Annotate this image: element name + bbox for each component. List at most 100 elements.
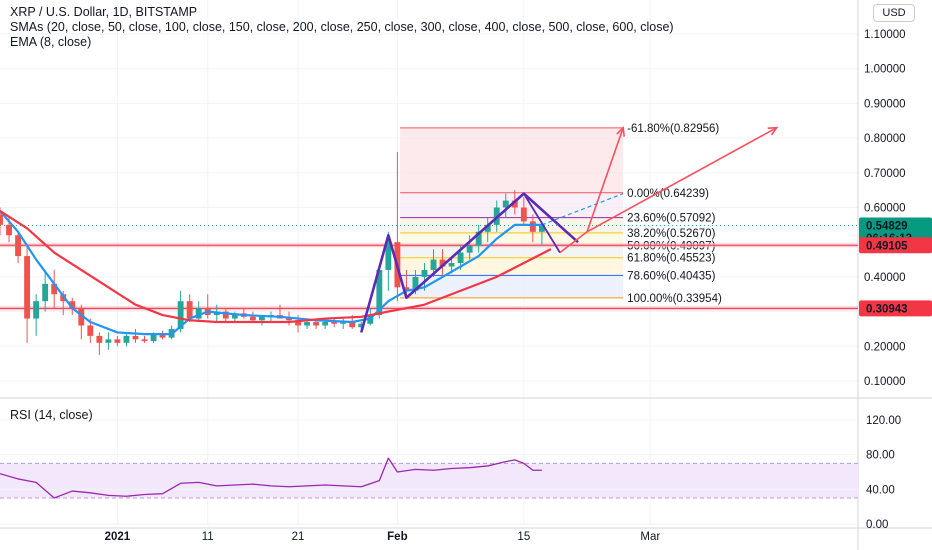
rsi-axis-tick: 40.00 bbox=[866, 484, 895, 496]
fib-level-label: 61.80%(0.45523) bbox=[627, 253, 715, 265]
price-axis-tag bbox=[859, 217, 932, 234]
time-axis-tick: 2021 bbox=[105, 531, 131, 543]
candle-body bbox=[475, 231, 482, 246]
candle-body bbox=[249, 316, 256, 321]
candle-body bbox=[87, 325, 94, 336]
time-axis-tick: Feb bbox=[387, 531, 407, 543]
time-axis-tick: Mar bbox=[640, 531, 660, 543]
projection-arrow-line bbox=[586, 126, 778, 233]
fib-zone bbox=[400, 275, 624, 298]
price-axis-tick: 0.20000 bbox=[864, 341, 906, 353]
candle-body bbox=[132, 335, 139, 340]
price-axis-tick: 1.00000 bbox=[864, 64, 906, 76]
candle-body bbox=[511, 200, 518, 208]
projection-pattern-line bbox=[523, 193, 561, 254]
candle-body bbox=[33, 301, 40, 319]
candle-body bbox=[385, 242, 392, 270]
candle-body bbox=[538, 224, 545, 232]
candle-body bbox=[295, 320, 301, 326]
fib-level-label: 0.00%(0.64239) bbox=[627, 188, 709, 200]
candle-body bbox=[376, 269, 383, 316]
fib-zone bbox=[400, 232, 624, 246]
ema-line bbox=[0, 210, 552, 324]
candle-body bbox=[195, 308, 202, 319]
candle-body bbox=[114, 339, 121, 343]
candle-body bbox=[313, 322, 320, 326]
rsi-axis-tick: 120.00 bbox=[866, 415, 901, 427]
arrow-head bbox=[616, 125, 626, 137]
candle-body bbox=[457, 252, 464, 264]
candle-body bbox=[421, 269, 428, 277]
sma-line bbox=[0, 210, 542, 336]
candle-body bbox=[51, 283, 58, 295]
candle-body bbox=[177, 301, 184, 329]
candle-body bbox=[466, 245, 473, 253]
rsi-line bbox=[0, 457, 542, 499]
candle-body bbox=[439, 259, 446, 267]
candle-body bbox=[358, 323, 365, 328]
symbol-legend: XRP / U.S. Dollar, 1D, BITSTAMP bbox=[10, 5, 198, 19]
price-axis-tick: 1.10000 bbox=[864, 29, 906, 41]
candle-body bbox=[15, 235, 21, 257]
currency-button[interactable]: USD bbox=[873, 4, 915, 22]
candle-body bbox=[529, 221, 536, 232]
candle-body bbox=[322, 322, 329, 326]
fib-level-label: 100.00%(0.33954) bbox=[627, 293, 722, 305]
time-axis-tick: 15 bbox=[517, 531, 530, 543]
candle-body bbox=[484, 224, 491, 232]
price-axis-tick: 0.90000 bbox=[864, 98, 906, 110]
candle-body bbox=[448, 263, 455, 267]
candle-body bbox=[24, 256, 31, 319]
candle-body bbox=[141, 339, 148, 342]
candle-body bbox=[69, 301, 76, 309]
candle-body bbox=[304, 322, 311, 326]
sma-legend: SMAs (20, close, 50, close, 100, close, … bbox=[10, 20, 674, 34]
fib-level-label: 23.60%(0.57092) bbox=[627, 213, 715, 225]
candle-body bbox=[96, 335, 103, 343]
candle-body bbox=[520, 207, 527, 222]
candle-body bbox=[222, 311, 229, 319]
fib-level-label: -61.80%(0.82956) bbox=[627, 123, 719, 135]
fib-zone bbox=[400, 257, 624, 276]
candle-body bbox=[286, 318, 292, 321]
candle-body bbox=[0, 214, 3, 225]
candle-body bbox=[159, 334, 166, 338]
price-axis-tag bbox=[859, 300, 932, 317]
candle-body bbox=[403, 287, 410, 291]
candle-body bbox=[331, 322, 338, 324]
time-axis-tick: 11 bbox=[202, 531, 214, 543]
fib-level-label: 78.60%(0.40435) bbox=[627, 270, 715, 282]
candle-body bbox=[105, 339, 112, 343]
fib-zone bbox=[400, 217, 624, 233]
rsi-legend: RSI (14, close) bbox=[10, 408, 93, 422]
candle-body bbox=[340, 322, 347, 324]
price-axis-tag-text: 0.54829 bbox=[866, 220, 908, 232]
candle-body bbox=[430, 259, 437, 270]
rsi-axis-tick: 0.00 bbox=[866, 519, 888, 531]
candle-body bbox=[349, 322, 356, 328]
price-axis-tick: 0.40000 bbox=[864, 272, 906, 284]
ema-legend: EMA (8, close) bbox=[10, 35, 92, 49]
rsi-axis-tick: 80.00 bbox=[866, 450, 895, 462]
arrow-head bbox=[767, 126, 779, 136]
price-axis-tag-text: 0.49105 bbox=[866, 240, 908, 252]
price-axis-tag-text: 0.30943 bbox=[866, 303, 908, 315]
candle-body bbox=[502, 200, 509, 208]
price-axis-tick: 0.10000 bbox=[864, 376, 906, 388]
candle-body bbox=[150, 334, 157, 342]
pattern-zigzag bbox=[360, 192, 579, 333]
candle-body bbox=[258, 316, 265, 321]
candle-body bbox=[123, 335, 130, 343]
fib-level-label: 38.20%(0.52670) bbox=[627, 228, 715, 240]
price-axis-tick: 0.80000 bbox=[864, 133, 906, 145]
fib-zone bbox=[400, 127, 624, 193]
rsi-band bbox=[0, 463, 858, 498]
price-axis-tag bbox=[859, 237, 932, 254]
candle-body bbox=[412, 276, 419, 291]
candle-body bbox=[42, 283, 49, 302]
candle-body bbox=[78, 308, 85, 326]
time-axis-tick: 21 bbox=[292, 531, 305, 543]
projection-dashed-line bbox=[541, 193, 624, 226]
price-axis-tick: 0.60000 bbox=[864, 203, 906, 215]
